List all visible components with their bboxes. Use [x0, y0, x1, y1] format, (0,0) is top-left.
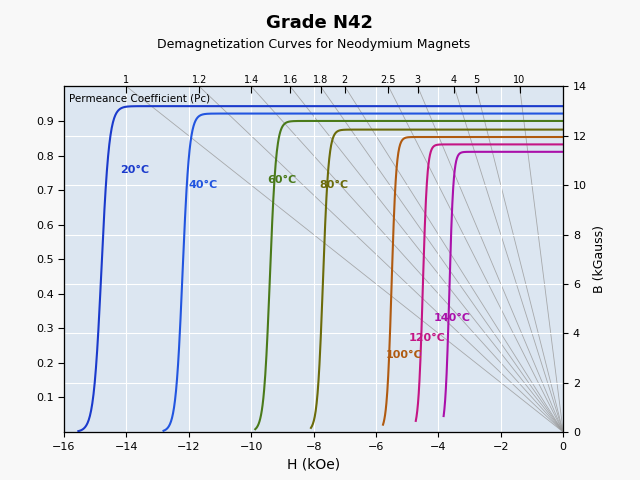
Text: 20°C: 20°C [120, 165, 149, 175]
Text: 140°C: 140°C [434, 313, 471, 323]
Y-axis label: B (kGauss): B (kGauss) [593, 225, 605, 293]
Title: Demagnetization Curves for Neodymium Magnets: Demagnetization Curves for Neodymium Mag… [157, 37, 470, 50]
Text: Permeance Coefficient (Pc): Permeance Coefficient (Pc) [68, 94, 210, 104]
Text: 120°C: 120°C [409, 333, 445, 343]
Text: Grade N42: Grade N42 [266, 14, 374, 33]
Text: 100°C: 100°C [385, 350, 422, 360]
Text: 80°C: 80°C [320, 180, 349, 190]
Text: 40°C: 40°C [189, 180, 218, 190]
Text: 60°C: 60°C [267, 175, 296, 185]
X-axis label: H (kOe): H (kOe) [287, 457, 340, 471]
